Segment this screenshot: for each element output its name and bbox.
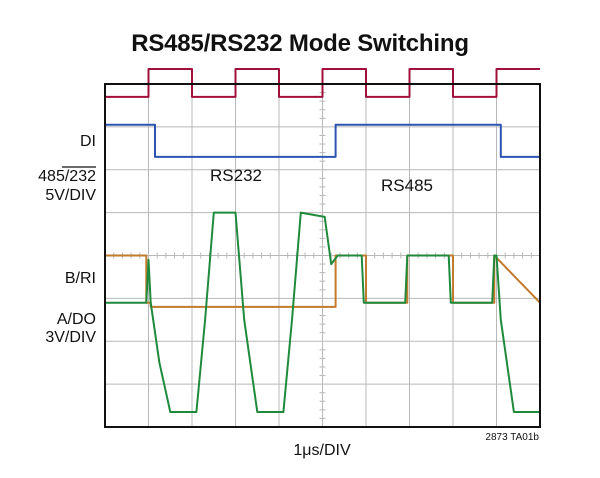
trace-di (105, 68, 540, 98)
mode-label: 485/232 (38, 166, 96, 185)
plot-frame (104, 83, 541, 428)
chart-title: RS485/RS232 Mode Switching (131, 30, 469, 57)
b-ri-label: B/RI (65, 270, 96, 287)
mode-label-text: 485/232 (38, 168, 96, 185)
a-do-label: A/DO (57, 311, 96, 328)
x-axis-label: 1μs/DIV (293, 442, 351, 459)
bottom-scale-label: 3V/DIV (45, 329, 96, 346)
trace-a-do (105, 211, 540, 413)
mode-label-overline: 232 (69, 168, 96, 185)
traces (105, 68, 541, 413)
grid (105, 84, 540, 427)
mode-label-prefix: 485/ (38, 168, 70, 185)
rs485-annotation: RS485 (381, 176, 433, 195)
di-label: DI (80, 133, 96, 150)
mode-scale-label: 5V/DIV (45, 187, 96, 204)
rs232-annotation: RS232 (210, 166, 262, 185)
part-number-note: 2873 TA01b (485, 432, 539, 443)
trace-485-232 (105, 123, 540, 158)
